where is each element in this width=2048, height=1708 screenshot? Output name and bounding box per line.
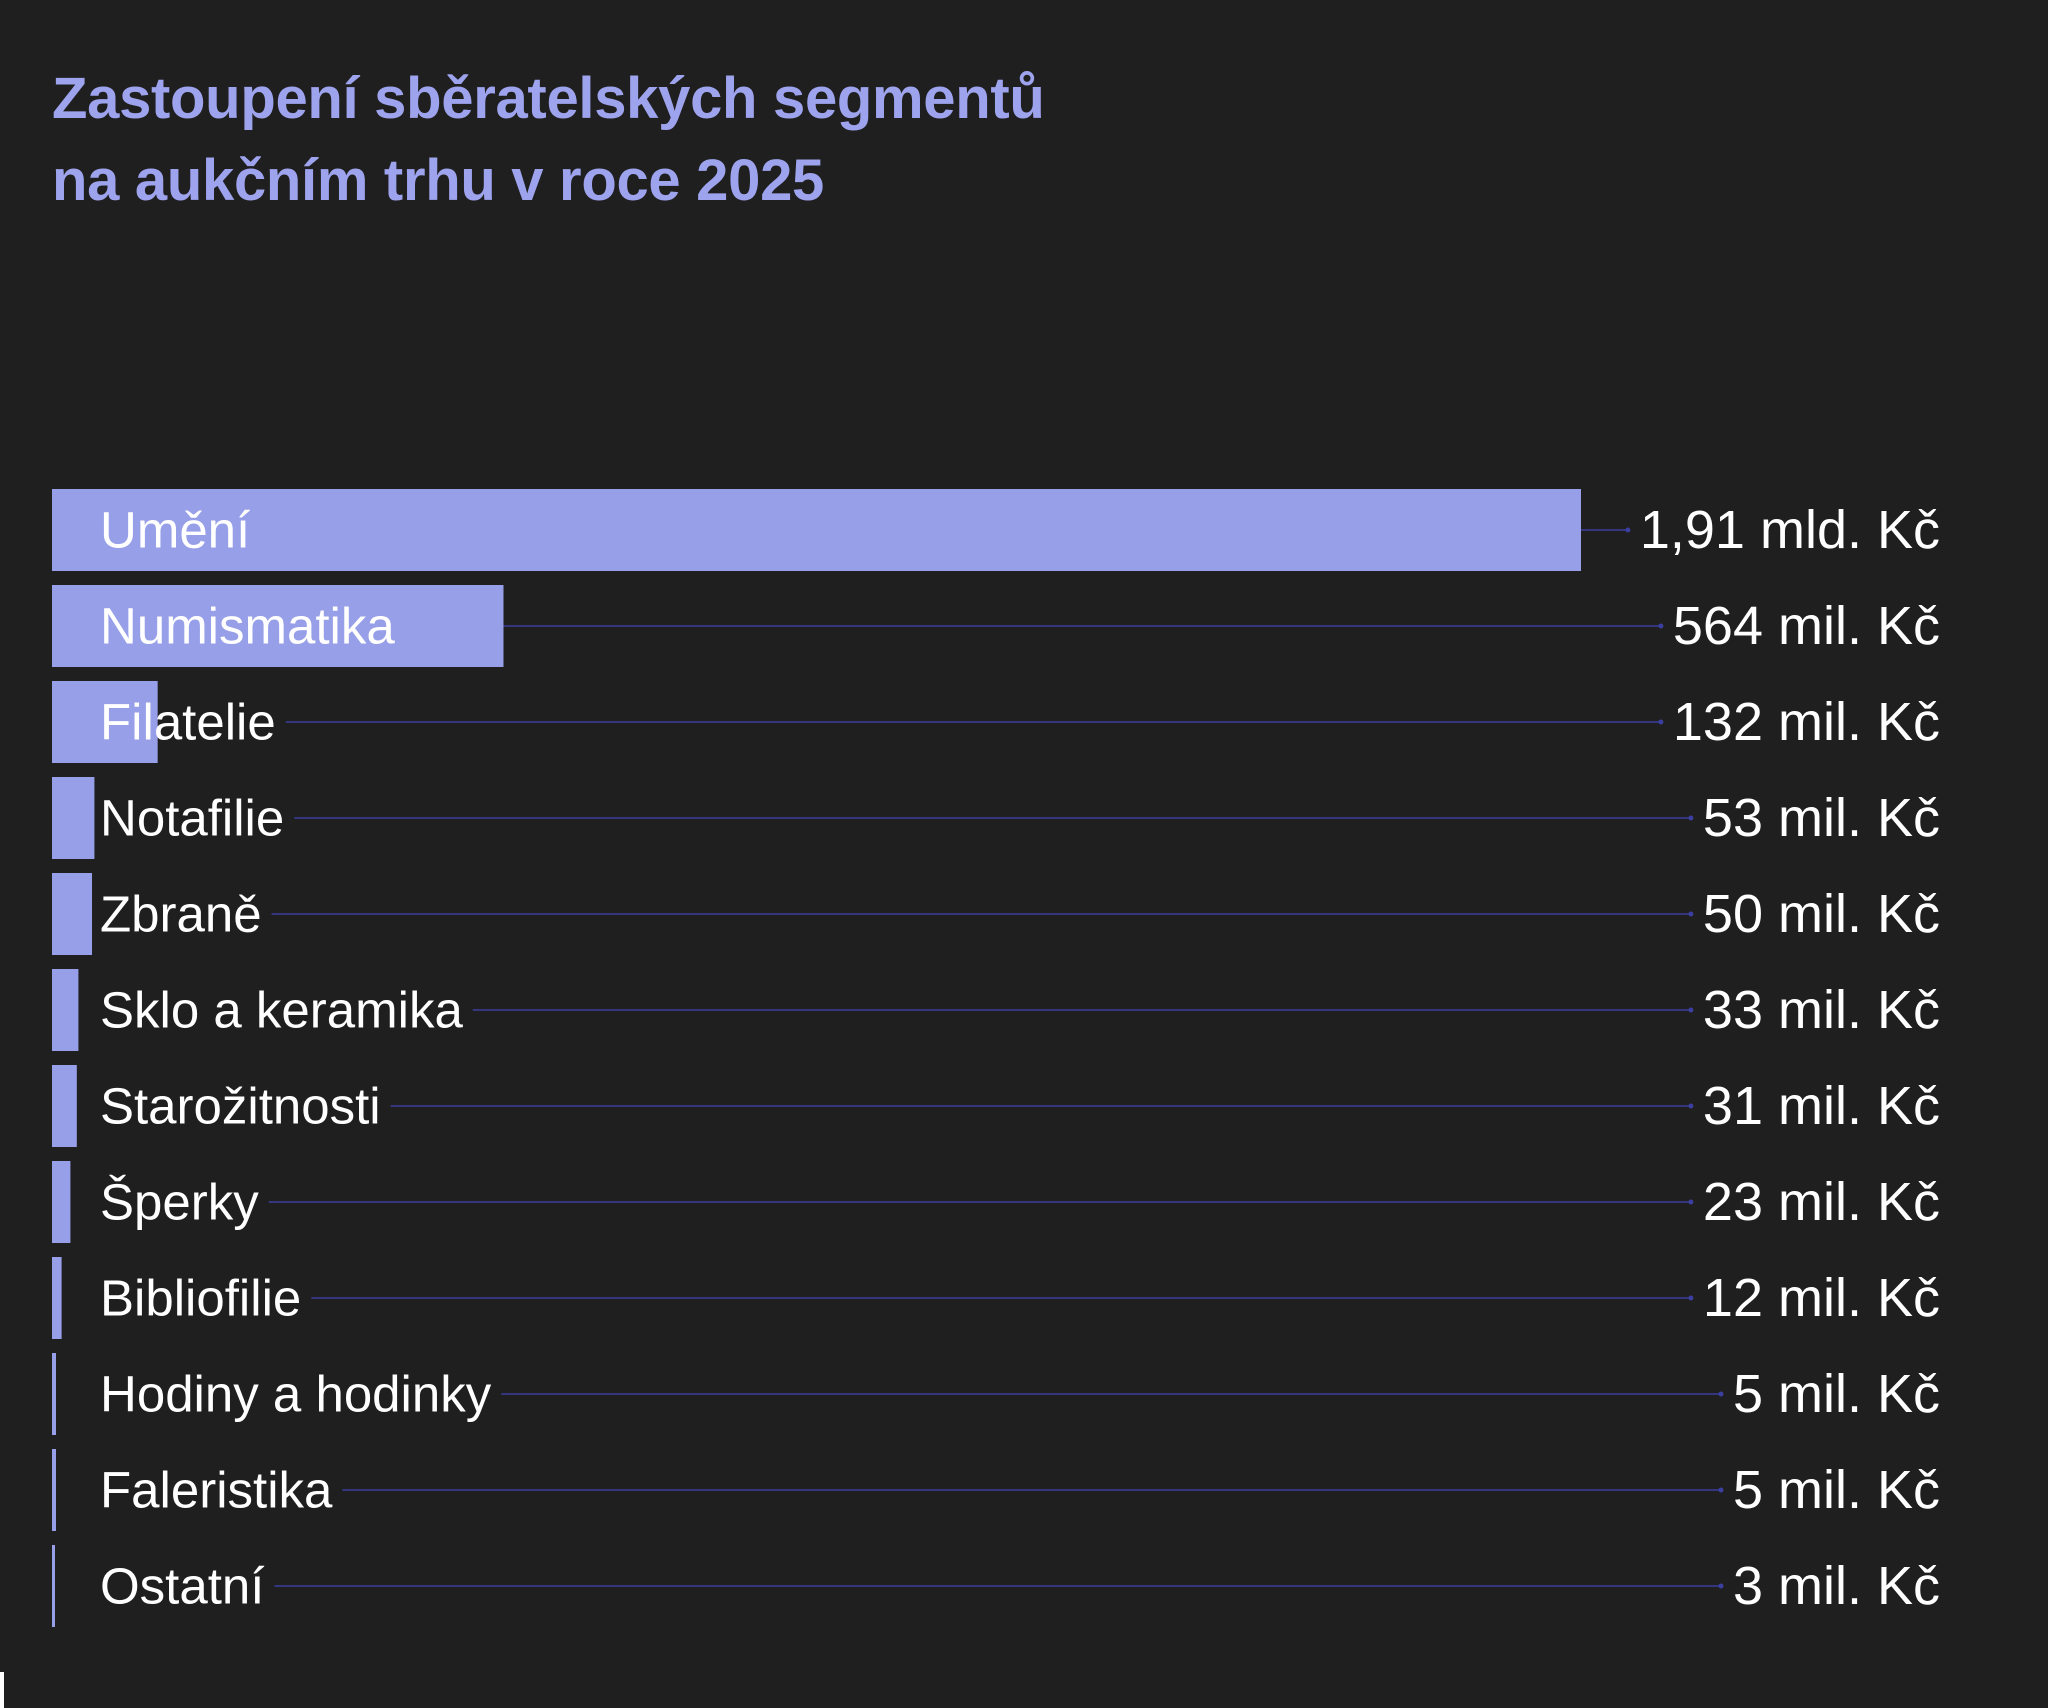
category-label: Filatelie [100, 694, 276, 751]
value-label: 53 mil. Kč [1703, 788, 1940, 848]
value-label: 132 mil. Kč [1673, 692, 1940, 752]
bar [52, 681, 158, 763]
bar [52, 1161, 71, 1243]
value-label: 33 mil. Kč [1703, 980, 1940, 1040]
leader-dot [1718, 1487, 1724, 1493]
bar-row: Faleristika 5 mil. Kč [52, 1449, 1940, 1531]
bar-row: Bibliofilie 12 mil. Kč [52, 1257, 1940, 1339]
category-label: Umění [100, 502, 250, 559]
bar-row: Notafilie 53 mil. Kč [52, 777, 1940, 859]
category-label: Bibliofilie [100, 1270, 301, 1327]
leader-dot [1688, 1007, 1694, 1013]
value-label: 5 mil. Kč [1733, 1460, 1940, 1520]
bar [52, 1545, 55, 1627]
value-label: 50 mil. Kč [1703, 884, 1940, 944]
bar-row: Numismatika 564 mil. Kč [52, 585, 1940, 667]
category-label: Notafilie [100, 790, 284, 847]
category-label: Ostatní [100, 1558, 264, 1615]
leader-dot [1688, 815, 1694, 821]
bar [52, 1065, 77, 1147]
bar [52, 1449, 57, 1531]
value-label: 12 mil. Kč [1703, 1268, 1940, 1328]
value-label: 3 mil. Kč [1733, 1556, 1940, 1616]
leader-dot [1625, 527, 1631, 533]
bar [52, 873, 93, 955]
category-label: Sklo a keramika [100, 982, 463, 1039]
value-label: 564 mil. Kč [1673, 596, 1940, 656]
category-label: Faleristika [100, 1462, 333, 1519]
bar-row: Šperky 23 mil. Kč [52, 1161, 1940, 1243]
bar-row: Umění 1,91 mld. Kč [52, 489, 1940, 571]
chart-title-line-1: Zastoupení sběratelských segmentů [52, 66, 1045, 131]
leader-dot [1688, 911, 1694, 917]
bar-row: Starožitnosti 31 mil. Kč [52, 1065, 1940, 1147]
bar-row: Filatelie 132 mil. Kč [52, 681, 1940, 763]
category-label: Zbraně [100, 886, 262, 943]
leader-dot [1688, 1103, 1694, 1109]
bar-row: Hodiny a hodinky 5 mil. Kč [52, 1353, 1940, 1435]
category-label: Hodiny a hodinky [100, 1366, 492, 1423]
value-label: 5 mil. Kč [1733, 1364, 1940, 1424]
chart-title: Zastoupení sběratelských segmentů na auk… [52, 58, 1045, 222]
bar [52, 1353, 57, 1435]
bar-row: Zbraně 50 mil. Kč [52, 873, 1940, 955]
category-label: Starožitnosti [100, 1078, 381, 1135]
bar-row: Ostatní 3 mil. Kč [52, 1545, 1940, 1627]
bar [52, 777, 95, 859]
value-label: 31 mil. Kč [1703, 1076, 1940, 1136]
bar [52, 1257, 62, 1339]
leader-dot [1688, 1295, 1694, 1301]
value-label: 23 mil. Kč [1703, 1172, 1940, 1232]
bar [52, 969, 79, 1051]
bar [52, 585, 504, 667]
edge-mark [0, 1672, 4, 1708]
chart-title-line-2: na aukčním trhu v roce 2025 [52, 148, 825, 213]
leader-dot [1658, 623, 1664, 629]
bar-row: Sklo a keramika 33 mil. Kč [52, 969, 1940, 1051]
leader-dot [1718, 1391, 1724, 1397]
leader-dot [1688, 1199, 1694, 1205]
leader-dot [1718, 1583, 1724, 1589]
bar [52, 489, 1581, 571]
category-label: Šperky [100, 1174, 259, 1231]
value-label: 1,91 mld. Kč [1640, 500, 1940, 560]
category-label: Numismatika [100, 598, 395, 655]
leader-dot [1658, 719, 1664, 725]
